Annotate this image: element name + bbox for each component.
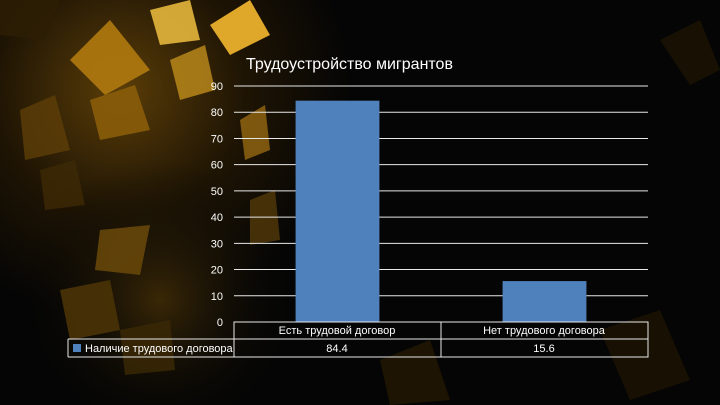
y-tick-label: 20 [211,265,223,277]
bars [295,100,587,322]
y-tick-label: 0 [217,317,223,329]
legend-label: Наличие трудового договора [85,343,234,355]
data-value-label: 15.6 [533,343,554,355]
category-label: Есть трудовой договор [279,325,396,337]
y-axis-ticks: 0 10 20 30 40 50 60 70 80 90 [211,81,223,329]
category-label: Нет трудового договора [483,325,606,337]
bar [295,100,380,322]
chart-title: Трудоустройство мигрантов [246,56,453,73]
y-tick-label: 50 [211,186,223,198]
legend-swatch [73,344,81,352]
data-table: Есть трудовой договор Нет трудового дого… [67,321,649,358]
y-tick-label: 70 [211,133,223,145]
y-tick-label: 10 [211,291,223,303]
y-tick-label: 80 [211,107,223,119]
y-tick-label: 90 [211,81,223,93]
data-value-label: 84.4 [326,343,347,355]
y-tick-label: 30 [211,238,223,250]
y-tick-label: 60 [211,160,223,172]
bar [502,281,587,322]
y-tick-label: 40 [211,212,223,224]
